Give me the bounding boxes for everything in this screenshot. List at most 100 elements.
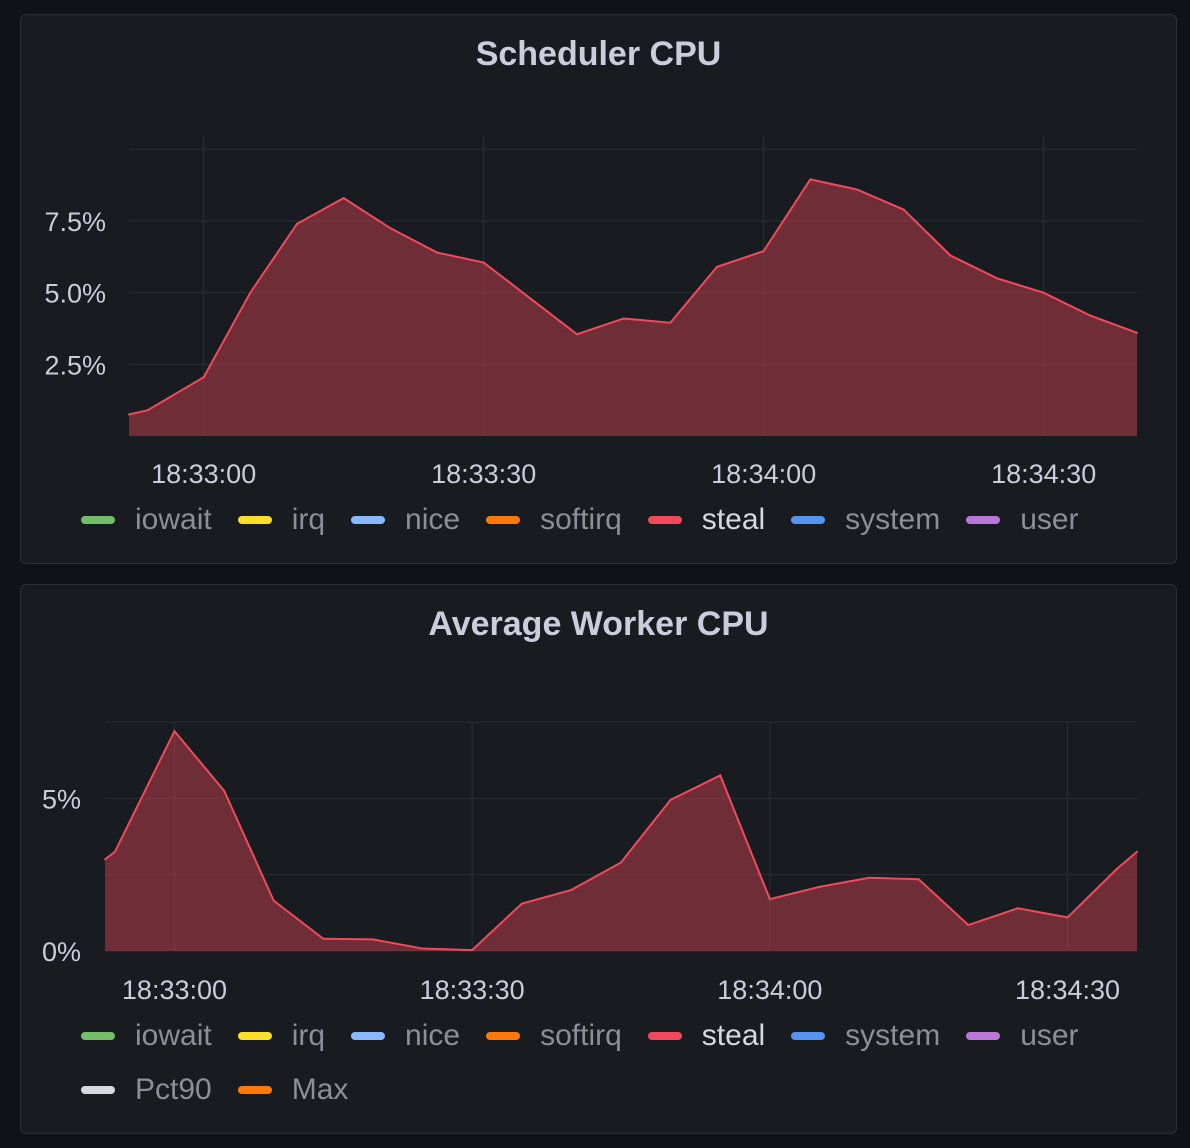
legend-swatch — [237, 516, 272, 524]
legend-row: Pct90 Max — [81, 1063, 1156, 1117]
y-tick-label: 0% — [42, 937, 81, 967]
legend-swatch — [791, 516, 826, 524]
data-point — [818, 885, 821, 888]
average-worker-cpu-panel: Average Worker CPU 0% 5% 18:33:00 18:33:30 1… — [20, 584, 1177, 1134]
data-point — [996, 277, 998, 280]
data-point — [223, 789, 226, 792]
legend-item-steal[interactable]: steal — [647, 1019, 766, 1053]
scheduler-cpu-chart: 2.5% 5.0% 7.5% 18:33:00 18:33:30 18:34:00 18:3… — [44, 135, 1138, 489]
legend-item-pct90[interactable]: Pct90 — [81, 1073, 212, 1107]
data-point — [1136, 331, 1138, 334]
legend-label: iowait — [135, 503, 212, 536]
data-point — [471, 949, 474, 952]
panel-title: Scheduler CPU — [475, 35, 722, 73]
x-tick-label: 18:34:30 — [991, 459, 1096, 489]
legend-label: system — [845, 503, 941, 536]
average-worker-cpu-chart: 0% 5% 18:33:00 18:33:30 18:34:00 18:34:30 — [42, 721, 1138, 1005]
legend-item-nice[interactable]: nice — [351, 1019, 460, 1053]
data-point — [669, 798, 672, 801]
data-point — [520, 902, 523, 905]
data-point — [146, 409, 149, 412]
legend-label: steal — [701, 503, 766, 536]
data-point — [482, 261, 485, 264]
data-point — [570, 888, 573, 891]
data-point — [296, 222, 298, 225]
legend-item-nice[interactable]: nice — [351, 503, 460, 537]
legend-label: steal — [701, 1019, 766, 1052]
legend-label: system — [845, 1019, 941, 1052]
data-point — [529, 297, 532, 300]
legend-swatch — [81, 516, 115, 524]
legend-item-system[interactable]: system — [791, 1019, 940, 1053]
data-point — [576, 333, 578, 336]
x-tick-label: 18:33:00 — [151, 459, 256, 489]
legend-item-irq[interactable]: irq — [237, 1019, 325, 1053]
grid — [129, 135, 1137, 436]
data-point — [342, 197, 345, 200]
data-point — [622, 317, 625, 320]
data-point — [868, 876, 871, 879]
legend-item-irq[interactable]: irq — [237, 503, 326, 537]
legend-row: iowait irq nice softirq steal system user — [81, 1009, 1156, 1063]
data-point — [917, 878, 920, 881]
data-point — [716, 265, 718, 268]
data-point — [1042, 291, 1045, 294]
legend-swatch — [351, 1032, 386, 1040]
x-tick-label: 18:34:00 — [711, 459, 816, 489]
legend-swatch — [351, 516, 386, 524]
scheduler-cpu-legend: iowait irq nice softirq steal system user — [81, 493, 1156, 547]
data-point — [1116, 867, 1119, 870]
legend-item-steal[interactable]: steal — [647, 503, 766, 537]
legend-label: softirq — [540, 1019, 622, 1052]
legend-item-softirq[interactable]: softirq — [486, 1019, 622, 1053]
legend-label: softirq — [540, 503, 622, 536]
legend-swatch — [486, 1032, 521, 1040]
panel-title: Average Worker CPU — [428, 605, 769, 643]
legend-swatch — [791, 1032, 826, 1040]
x-tick-label: 18:33:30 — [431, 459, 536, 489]
x-tick-label: 18:34:30 — [1015, 975, 1120, 1005]
data-point — [272, 899, 275, 902]
data-point — [1066, 916, 1069, 919]
legend-item-user[interactable]: user — [966, 503, 1079, 537]
grid — [105, 721, 1137, 952]
data-point — [762, 250, 765, 253]
legend-label: user — [1020, 1019, 1079, 1052]
legend-label: irq — [291, 503, 326, 536]
legend-swatch — [486, 516, 521, 524]
data-point — [768, 898, 771, 901]
x-tick-label: 18:33:30 — [420, 975, 525, 1005]
legend-item-system[interactable]: system — [791, 503, 940, 537]
data-point — [322, 937, 325, 940]
legend-item-iowait[interactable]: iowait — [81, 503, 212, 537]
data-point — [967, 924, 970, 927]
data-point — [249, 291, 252, 294]
legend-label: nice — [405, 1019, 461, 1052]
legend-label: Max — [291, 1073, 349, 1106]
legend-label: iowait — [135, 1019, 212, 1052]
y-tick-label: 2.5% — [44, 350, 106, 380]
legend-item-max[interactable]: Max — [237, 1073, 349, 1107]
legend-item-user[interactable]: user — [966, 1019, 1079, 1053]
y-tick-label: 5% — [42, 784, 81, 814]
legend-swatch — [966, 516, 1001, 524]
data-point — [436, 251, 438, 254]
legend-swatch — [966, 1032, 1001, 1040]
average-worker-cpu-legend: iowait irq nice softirq steal system user Pct90… — [81, 1009, 1156, 1117]
data-point — [421, 947, 424, 950]
data-point — [809, 178, 812, 181]
legend-swatch — [237, 1086, 272, 1094]
data-point — [104, 858, 106, 861]
data-point — [949, 254, 952, 257]
legend-item-iowait[interactable]: iowait — [81, 1019, 212, 1053]
series-area-steal — [105, 731, 1137, 951]
legend-label: Pct90 — [135, 1073, 212, 1106]
scheduler-cpu-panel: Scheduler CPU 2.5% 5.0% 7.5% 18:33:00 18:33:… — [20, 14, 1177, 564]
data-point — [389, 227, 392, 230]
x-tick-label: 18:33:00 — [122, 975, 227, 1005]
data-point — [620, 861, 622, 864]
data-point — [173, 730, 176, 733]
legend-item-softirq[interactable]: softirq — [486, 503, 622, 537]
legend-swatch — [81, 1086, 115, 1094]
data-point — [202, 376, 205, 379]
